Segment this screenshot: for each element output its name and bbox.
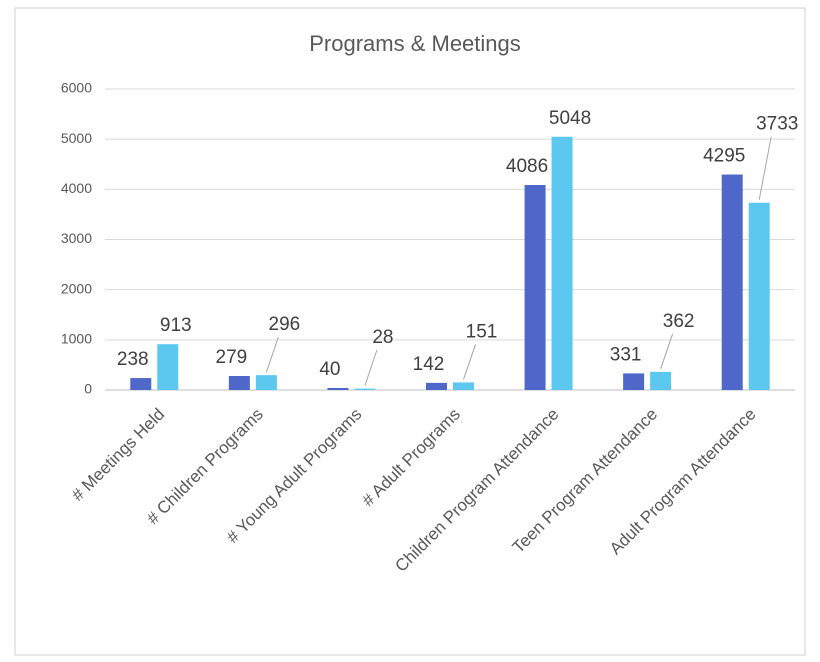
- y-tick-label: 1000: [61, 331, 92, 347]
- y-tick-label: 6000: [61, 80, 92, 96]
- data-label: 362: [663, 311, 695, 332]
- y-tick-label: 0: [84, 381, 92, 397]
- bar: [453, 382, 474, 390]
- data-label: 28: [372, 327, 393, 348]
- y-tick-label: 2000: [61, 280, 92, 296]
- bar: [255, 375, 277, 390]
- data-label: 142: [413, 354, 445, 375]
- chart-title: Programs & Meetings: [309, 31, 521, 56]
- bar: [228, 376, 250, 390]
- bar: [524, 185, 546, 390]
- bar: [130, 378, 152, 390]
- data-label: 3733: [756, 114, 798, 135]
- bar: [623, 373, 645, 390]
- data-label: 331: [610, 344, 642, 365]
- y-tick-label: 3000: [61, 230, 92, 246]
- y-tick-label: 5000: [61, 130, 92, 146]
- leader-line: [463, 344, 476, 380]
- leader-line: [265, 336, 279, 373]
- data-label: 279: [216, 347, 248, 368]
- chart-border: [14, 7, 806, 656]
- bar: [157, 344, 179, 390]
- leader-line: [758, 136, 772, 200]
- bar: [721, 174, 743, 390]
- y-tick-label: 4000: [61, 180, 92, 196]
- bar: [650, 371, 672, 390]
- data-label: 913: [160, 315, 192, 336]
- leader-line: [364, 349, 378, 386]
- bar: [327, 387, 349, 390]
- bar: [426, 382, 447, 390]
- data-label: 4086: [506, 156, 548, 177]
- bar: [551, 136, 573, 390]
- data-label: 40: [319, 359, 340, 380]
- data-label: 296: [269, 314, 301, 335]
- leader-line: [660, 333, 674, 370]
- bar: [354, 388, 376, 390]
- data-label: 5048: [549, 108, 591, 129]
- data-label: 4295: [703, 146, 745, 167]
- bar: [748, 202, 770, 390]
- data-label: 238: [117, 349, 149, 370]
- data-label: 151: [466, 321, 498, 342]
